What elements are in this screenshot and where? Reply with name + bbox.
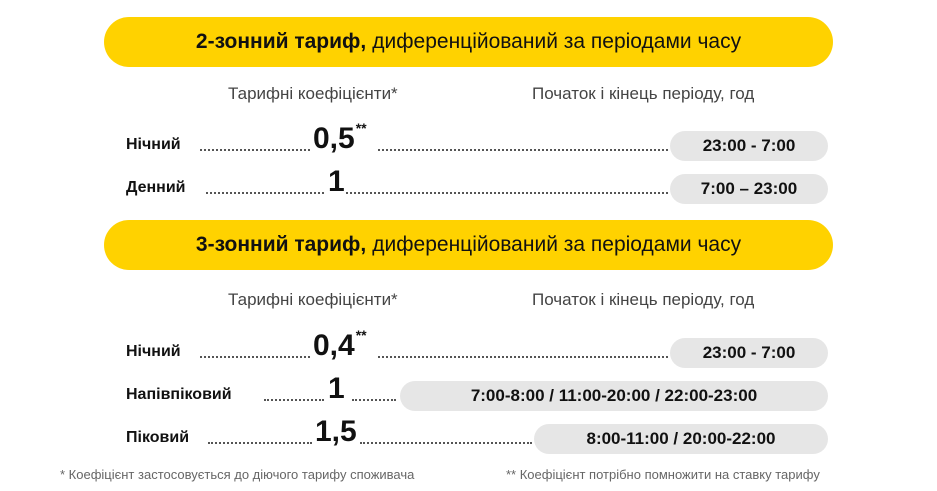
tariff-3-zone-banner: 3-зонний тариф, диференційований за пері… — [104, 220, 833, 270]
tariff-row-night: Нічний 0,5** 23:00 - 7:00 — [0, 120, 937, 161]
dot-leader — [200, 356, 310, 358]
coefficient-mark: ** — [355, 120, 367, 136]
banner-title-rest: диференційований за періодами часу — [372, 233, 742, 256]
period-pill: 23:00 - 7:00 — [670, 338, 828, 368]
dot-leader — [378, 356, 668, 358]
tariff-row-day: Денний 1 7:00 – 23:00 — [0, 165, 937, 204]
dot-leader — [200, 149, 310, 151]
row-label: Напівпіковий — [126, 386, 232, 403]
column-header-period: Початок і кінець періоду, год — [532, 84, 755, 103]
coefficient-value: 0,5** — [313, 120, 367, 155]
row-label: Нічний — [126, 343, 181, 360]
tariff-row-peak: Піковий 1,5 8:00-11:00 / 20:00-22:00 — [0, 415, 937, 454]
dot-leader — [378, 149, 668, 151]
tariff-2-zone-banner: 2-зонний тариф, диференційований за пері… — [104, 17, 833, 67]
coefficient-value: 1,5 — [315, 415, 357, 448]
footnote-coefficient: * Коефіцієнт застосовується до діючого т… — [60, 467, 415, 482]
banner-title-bold: 2-зонний тариф, — [195, 30, 367, 53]
coefficient-value: 1 — [328, 165, 345, 198]
column-header-coefficients: Тарифні коефіцієнти* — [228, 84, 398, 103]
dot-leader — [346, 192, 668, 194]
banner-title-rest: диференційований за періодами часу — [372, 30, 742, 53]
tariff-row-night: Нічний 0,4** 23:00 - 7:00 — [0, 327, 937, 368]
dot-leader — [360, 442, 532, 444]
coefficient-value: 0,4** — [313, 327, 367, 362]
coefficient-value: 1 — [328, 372, 345, 405]
column-header-period: Початок і кінець періоду, год — [532, 290, 755, 309]
dot-leader — [352, 399, 396, 401]
row-label: Піковий — [126, 429, 190, 446]
tariff-row-semi-peak: Напівпіковий 1 7:00-8:00 / 11:00-20:00 /… — [0, 372, 937, 411]
period-pill: 7:00 – 23:00 — [670, 174, 828, 204]
row-label: Нічний — [126, 136, 181, 153]
period-pill: 7:00-8:00 / 11:00-20:00 / 22:00-23:00 — [400, 381, 828, 411]
column-header-coefficients: Тарифні коефіцієнти* — [228, 290, 398, 309]
dot-leader — [206, 192, 324, 194]
banner-title-bold: 3-зонний тариф, — [195, 233, 367, 256]
row-label: Денний — [126, 179, 186, 196]
period-pill: 8:00-11:00 / 20:00-22:00 — [534, 424, 828, 454]
footnote-multiply: ** Коефіцієнт потрібно помножити на став… — [506, 467, 820, 482]
coefficient-mark: ** — [355, 327, 367, 343]
period-pill: 23:00 - 7:00 — [670, 131, 828, 161]
dot-leader — [208, 442, 312, 444]
dot-leader — [264, 399, 324, 401]
